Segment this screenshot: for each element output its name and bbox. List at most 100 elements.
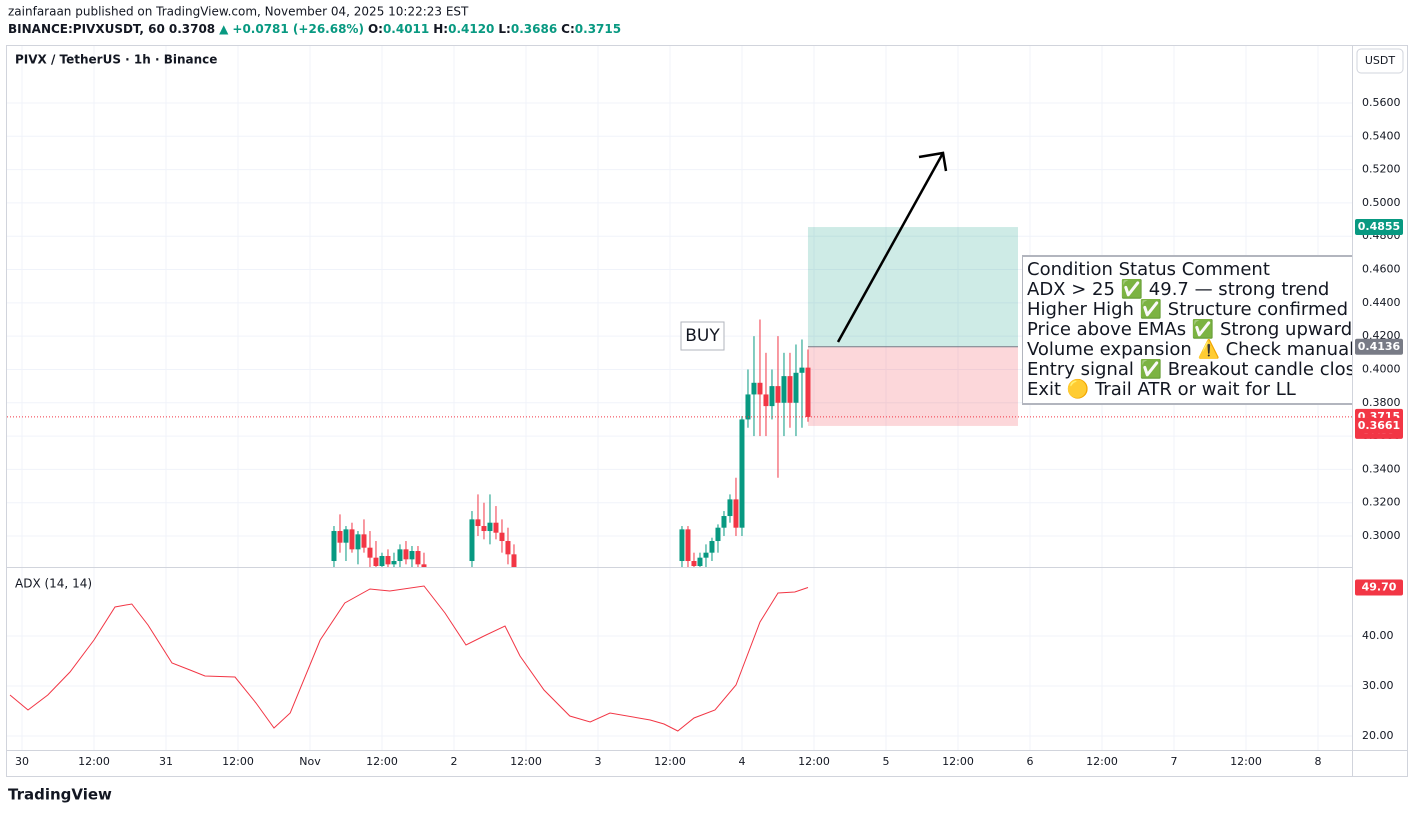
table-row: Price above EMAs ✅ Strong upward (1027, 318, 1352, 340)
candle-body (721, 516, 727, 528)
candle-body (403, 549, 409, 560)
y-tick-label: 0.3200 (1362, 496, 1401, 509)
x-tick-label: 31 (159, 755, 173, 768)
loss-zone (807, 346, 1018, 426)
x-tick-label: 12:00 (654, 755, 686, 768)
candle-body (415, 551, 421, 565)
candle-body (691, 561, 697, 567)
currency-button[interactable] (1356, 48, 1404, 74)
candle-body (379, 556, 385, 567)
indicator-title: ADX (14, 14) (15, 577, 92, 591)
candle-body (343, 529, 349, 543)
candle-body (391, 561, 397, 565)
candle-body (685, 529, 691, 562)
candle-body (475, 519, 481, 527)
header-change: +0.0781 (+26.68%) (232, 22, 364, 36)
header-symbol: BINANCE:PIVXUSDT, 60 (8, 22, 165, 36)
x-tick-label: 5 (882, 755, 889, 768)
y-tick-label: 0.5400 (1362, 129, 1401, 142)
price-badge (1355, 219, 1403, 236)
candle-body (499, 532, 505, 542)
y-tick-label: 0.5600 (1362, 96, 1401, 109)
price-badge-label: 0.4855 (1358, 220, 1400, 233)
x-tick-label: 12:00 (222, 755, 254, 768)
y-tick-label: 0.3000 (1362, 529, 1401, 542)
price-badge-label: 0.4136 (1358, 340, 1401, 353)
candle-body (355, 534, 361, 550)
x-tick-label: 12:00 (366, 755, 398, 768)
chart-title: PIVX / TetherUS · 1h · Binance (15, 53, 217, 67)
header-o: 0.4011 (383, 22, 429, 36)
price-badge (1355, 338, 1403, 355)
x-tick-label: 6 (1026, 755, 1033, 768)
candle-body (733, 499, 739, 528)
y-tick-label: 0.4400 (1362, 296, 1401, 309)
value-badge-label: 49.70 (1362, 581, 1397, 594)
candles (331, 319, 811, 567)
x-tick-label: 8 (1314, 755, 1321, 768)
candle-body (787, 376, 793, 403)
candle-body (481, 526, 487, 532)
candle-body (805, 367, 811, 417)
candle-body (469, 519, 475, 562)
x-tick-label: 12:00 (942, 755, 974, 768)
y-tick-label: 30.00 (1362, 679, 1394, 692)
currency[interactable]: USDT (1365, 54, 1396, 67)
table-row: Exit 🟡 Trail ATR or wait for LL (1027, 378, 1296, 400)
x-tick-label: 3 (594, 755, 601, 768)
x-tick-label: Nov (299, 755, 321, 768)
buy-box (680, 321, 725, 351)
candle-body (373, 557, 379, 567)
candle-body (397, 549, 403, 562)
profit-zone (807, 227, 1018, 347)
candle-body (409, 551, 415, 560)
arrow-shaft (836, 152, 945, 343)
y-tick-label: 40.00 (1362, 629, 1394, 642)
candle-body (361, 534, 367, 548)
x-tick-label: 12:00 (798, 755, 830, 768)
header-last: 0.3708 (169, 22, 215, 36)
y-tick-label: 0.3800 (1362, 396, 1401, 409)
y-tick-label: 20.00 (1362, 729, 1394, 742)
footer-logo: TradingView (8, 786, 112, 804)
buy-label: BUY (685, 326, 720, 346)
candle-body (349, 529, 355, 550)
candle-body (703, 552, 709, 558)
x-tick-label: 7 (1170, 755, 1177, 768)
header-o-label: O: (368, 22, 383, 36)
candle-body (487, 522, 493, 532)
publisher: zainfaraan published on TradingView.com,… (8, 5, 469, 19)
y-tick-label: 0.5000 (1362, 196, 1401, 209)
header-h-label: H: (433, 22, 448, 36)
header-l-label: L: (498, 22, 510, 36)
y-tick-label: 0.5200 (1362, 163, 1401, 176)
adx-line (9, 585, 809, 732)
table-row: Entry signal ✅ Breakout candle clos (1027, 358, 1355, 380)
candle-body (505, 541, 511, 555)
candle-body (511, 554, 517, 567)
table-row: Volume expansion ⚠️ Check manual (1027, 338, 1354, 360)
value-badge (1355, 579, 1403, 596)
header-arrow: ▲ (219, 22, 229, 36)
header-h: 0.4120 (448, 22, 494, 36)
candle-body (331, 531, 337, 562)
candle-body (799, 367, 805, 373)
candle-body (793, 372, 799, 403)
symbol-line: BINANCE:PIVXUSDT, 60 0.3708 ▲ +0.0781 (+26.… (8, 22, 621, 36)
x-tick-label: 2 (450, 755, 457, 768)
y-tick-label: 0.4600 (1362, 263, 1401, 276)
candle-body (757, 382, 763, 395)
header-c: 0.3715 (575, 22, 621, 36)
x-tick-label: 4 (738, 755, 745, 768)
candle-body (715, 527, 721, 542)
candle-body (385, 556, 391, 565)
candle-body (697, 557, 703, 567)
candle-body (421, 564, 427, 567)
price-badge (1355, 417, 1403, 434)
candle-body (739, 419, 745, 528)
price-badge-label: 0.3661 (1358, 419, 1400, 432)
